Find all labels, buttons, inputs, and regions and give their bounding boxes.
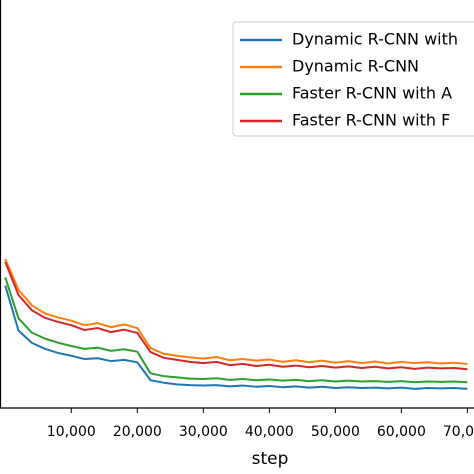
x-tick-label: 20,000 (113, 424, 162, 440)
series-line (4, 258, 468, 365)
legend-label: Faster R-CNN with F (292, 111, 450, 130)
legend-label: Dynamic R-CNN (292, 57, 419, 76)
series-line (4, 261, 468, 371)
x-tick-label: 10,000 (47, 424, 96, 440)
legend-label: Faster R-CNN with A (292, 84, 452, 103)
x-tick-label: 60,000 (377, 424, 426, 440)
legend-box (232, 21, 474, 137)
x-tick-label: 50,000 (311, 424, 360, 440)
x-tick-label: 30,000 (179, 424, 228, 440)
series-line (4, 277, 468, 384)
x-tick-label: 40,000 (245, 424, 294, 440)
legend-label: Dynamic R-CNN with (292, 30, 458, 49)
series-line (4, 285, 468, 390)
x-axis-label: step (252, 449, 289, 469)
x-tick-label: 70,000 (443, 424, 474, 440)
